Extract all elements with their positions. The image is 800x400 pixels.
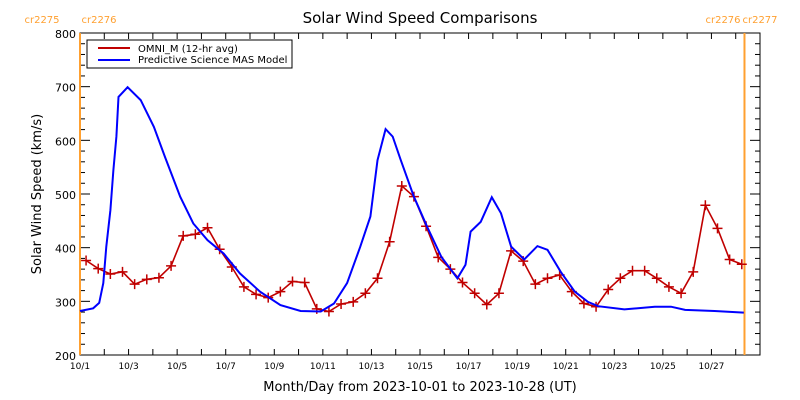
data-point-omni [117, 266, 128, 277]
data-point-omni [663, 281, 674, 292]
data-point-omni [688, 266, 699, 277]
y-tick-label: 200 [55, 350, 76, 363]
data-point-omni [627, 265, 638, 276]
cr-right-label-1: cr2276 [705, 15, 740, 26]
data-point-omni [202, 222, 213, 233]
x-tick-label: 10/23 [601, 362, 627, 372]
legend: OMNI_M (12-hr avg) Predictive Science MA… [86, 39, 293, 69]
data-point-omni [651, 273, 662, 284]
data-point-omni [372, 273, 383, 284]
data-point-omni [141, 274, 152, 285]
series-line-mas [79, 85, 744, 314]
legend-box [86, 39, 293, 69]
x-tick-label: 10/5 [167, 362, 187, 372]
data-point-omni [238, 281, 249, 292]
x-tick-label: 10/17 [456, 362, 482, 372]
data-point-omni [615, 273, 626, 284]
x-tick-label: 10/25 [650, 362, 676, 372]
data-point-omni [178, 230, 189, 241]
y-axis-label: Solar Wind Speed (km/s) [30, 114, 45, 274]
data-point-omni [81, 255, 92, 266]
data-point-omni [93, 263, 104, 274]
data-point-omni [603, 284, 614, 295]
cr-right-label-2: cr2277 [742, 15, 777, 26]
chart-title: Solar Wind Speed Comparisons [303, 9, 538, 27]
x-tick-label: 10/19 [504, 362, 530, 372]
plot-marks [79, 85, 747, 317]
y-tick-label: 600 [55, 135, 76, 148]
data-point-omni [190, 229, 201, 240]
data-point-omni [129, 279, 140, 290]
cr-left-label-2: cr2276 [81, 15, 116, 26]
data-point-omni [166, 260, 177, 271]
data-point-omni [578, 298, 589, 309]
y-tick-label: 700 [55, 82, 76, 95]
data-point-omni [639, 265, 650, 276]
x-tick-label: 10/7 [216, 362, 236, 372]
data-point-omni [712, 223, 723, 234]
data-point-omni [469, 288, 480, 299]
x-axis-label: Month/Day from 2023-10-01 to 2023-10-28 … [263, 380, 576, 395]
data-point-omni [105, 268, 116, 279]
x-tick-label: 10/1 [70, 362, 90, 372]
data-point-omni [323, 306, 334, 317]
data-point-omni [348, 296, 359, 307]
data-point-omni [153, 272, 164, 283]
cr-left-label-1: cr2275 [24, 15, 59, 26]
data-point-omni [542, 273, 553, 284]
data-point-omni [251, 289, 262, 300]
data-point-omni [457, 277, 468, 288]
x-tick-label: 10/21 [553, 362, 579, 372]
data-point-omni [493, 288, 504, 299]
data-point-omni [530, 279, 541, 290]
data-point-omni [736, 259, 747, 270]
data-point-omni [481, 299, 492, 310]
data-point-omni [700, 200, 711, 211]
data-point-omni [360, 288, 371, 299]
y-tick-label: 800 [55, 28, 76, 41]
data-point-omni [384, 236, 395, 247]
legend-label-omni: OMNI_M (12-hr avg) [138, 44, 238, 55]
x-tick-label: 10/9 [264, 362, 284, 372]
x-tick-label: 10/3 [118, 362, 138, 372]
legend-label-mas: Predictive Science MAS Model [138, 55, 287, 66]
data-point-omni [676, 288, 687, 299]
y-tick-label: 500 [55, 189, 76, 202]
x-tick-label: 10/11 [310, 362, 336, 372]
data-point-omni [336, 299, 347, 310]
data-point-omni [275, 286, 286, 297]
data-point-omni [396, 180, 407, 191]
y-tick-label: 400 [55, 243, 76, 256]
x-tick-label: 10/27 [698, 362, 724, 372]
axes: 200 300 400 500 600 700 800 10/1 10/3 10/5 10/7 10/… [55, 28, 761, 372]
data-point-omni [299, 277, 310, 288]
x-tick-label: 10/13 [358, 362, 384, 372]
y-tick-label: 300 [55, 296, 76, 309]
data-point-omni [287, 276, 298, 287]
x-tick-label: 10/15 [407, 362, 433, 372]
data-point-omni [724, 254, 735, 265]
